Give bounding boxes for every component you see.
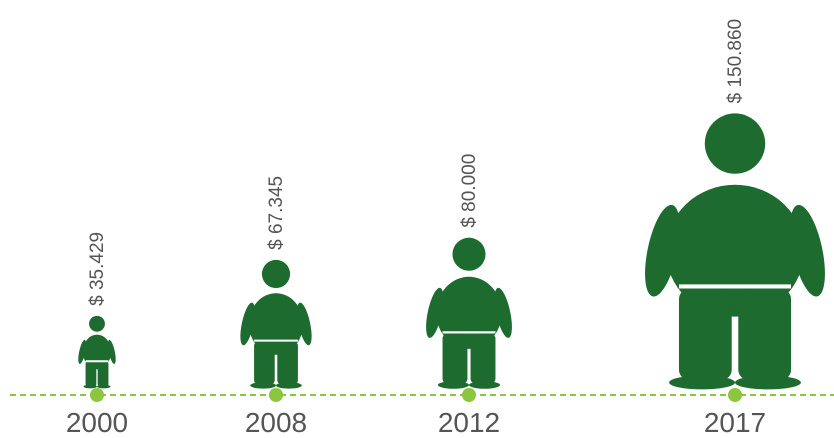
baseline-marker (462, 388, 476, 402)
baseline-marker (728, 388, 742, 402)
torso-shape (665, 184, 805, 317)
left-arm-shape (78, 339, 87, 364)
right-arm-shape (494, 287, 512, 338)
figure-2000: $ 35.429 2000 (66, 232, 128, 438)
left-arm-shape (426, 287, 444, 338)
left-foot-shape (437, 381, 469, 389)
torso-shape (248, 293, 304, 355)
baseline-marker (90, 388, 104, 402)
head-shape (89, 315, 105, 332)
year-label: 2012 (438, 407, 500, 438)
right-leg-shape (277, 341, 298, 385)
right-foot-shape (469, 381, 501, 389)
baseline-marker (269, 388, 283, 402)
person-figure-icon (426, 237, 512, 389)
torso-shape (436, 276, 502, 349)
left-leg-shape (678, 289, 732, 380)
figure-2017: $ 150.860 2017 (645, 19, 825, 438)
value-label: $ 67.345 (266, 176, 287, 250)
right-foot-shape (735, 375, 801, 390)
right-foot-shape (97, 384, 111, 389)
left-leg-shape (442, 333, 468, 384)
head-shape (704, 113, 766, 174)
right-arm-shape (107, 339, 116, 364)
person-figure-icon (240, 259, 312, 389)
head-shape (452, 237, 486, 271)
person-figure-icon (645, 113, 825, 390)
value-label: $ 150.860 (725, 19, 746, 104)
right-foot-shape (276, 382, 302, 389)
right-arm-shape (297, 302, 312, 346)
right-leg-shape (470, 333, 496, 384)
year-label: 2008 (245, 407, 307, 438)
left-leg-shape (254, 341, 275, 385)
figure-2008: $ 67.345 2008 (240, 176, 312, 438)
right-leg-shape (738, 289, 792, 380)
left-foot-shape (669, 375, 735, 390)
left-arm-shape (240, 302, 255, 346)
year-label: 2000 (66, 407, 128, 438)
figure-2012: $ 80.000 2012 (426, 154, 512, 438)
value-label: $ 35.429 (87, 232, 108, 306)
right-arm-shape (790, 204, 825, 297)
value-label: $ 80.000 (459, 154, 480, 228)
left-arm-shape (645, 204, 680, 297)
left-leg-shape (85, 362, 97, 386)
right-leg-shape (97, 362, 109, 386)
year-label: 2017 (704, 407, 766, 438)
left-foot-shape (250, 382, 276, 389)
left-foot-shape (83, 384, 98, 389)
person-figure-icon (78, 315, 116, 389)
head-shape (261, 259, 291, 289)
